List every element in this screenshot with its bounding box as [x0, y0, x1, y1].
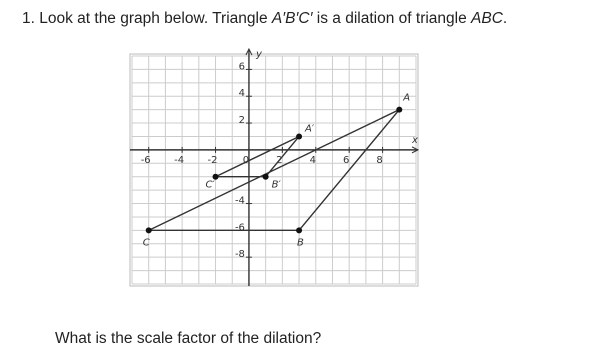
y-tick-label: 6 [239, 61, 245, 72]
x-tick-label: -2 [208, 155, 218, 166]
x-tick-label: 6 [343, 155, 349, 166]
vertex-label: B [297, 237, 304, 248]
vertex-label: C [143, 237, 150, 248]
vertex [145, 227, 152, 234]
x-tick-label: 0 [243, 155, 249, 166]
y-tick-label: -6 [235, 222, 245, 233]
x-tick-label: 8 [376, 155, 382, 166]
vertex-label: B′ [272, 180, 282, 191]
question-text: . [502, 10, 508, 27]
question: 1. Look at the graph below. Triangle A′B… [22, 10, 507, 28]
y-tick-label: -8 [235, 249, 245, 260]
triangle [215, 135, 300, 178]
x-tick-label: -6 [141, 155, 151, 166]
vertex-label: A [402, 93, 410, 104]
vertex [296, 227, 303, 234]
axis-arrow [411, 146, 420, 154]
question-text: 1. Look at the graph below. Triangle [22, 10, 272, 27]
x-tick-label: 4 [310, 155, 316, 166]
vertex-label: A′ [304, 123, 315, 134]
vertex [396, 106, 403, 113]
axis-label: y [255, 49, 263, 60]
vertex [212, 173, 219, 180]
prompt: What is the scale factor of the dilation… [55, 330, 322, 347]
axis-label: x [411, 135, 418, 146]
axis-arrow [245, 47, 253, 56]
y-tick-label: 2 [239, 115, 245, 126]
question-text: is a dilation of triangle [312, 10, 472, 27]
vertex [296, 133, 303, 140]
triangle-name: A′B′C′ [271, 10, 313, 27]
triangle [148, 109, 400, 232]
vertex-label: C′ [206, 180, 216, 191]
y-tick-label: 4 [239, 88, 245, 99]
x-tick-label: -4 [174, 155, 184, 166]
triangle-name: ABC [471, 10, 503, 27]
y-tick-label: -4 [235, 196, 245, 207]
vertex [262, 173, 269, 180]
